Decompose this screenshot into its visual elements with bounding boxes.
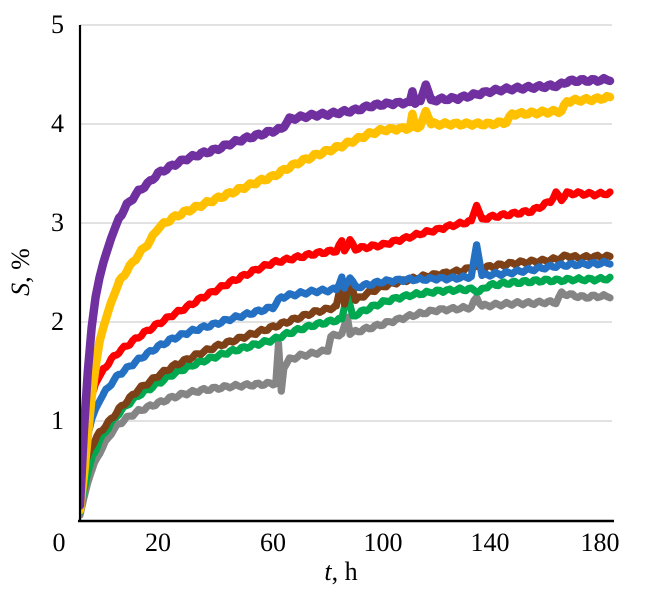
series-purple — [79, 73, 615, 510]
series-yellow — [79, 91, 615, 515]
x-tick-label-180: 180 — [580, 528, 620, 557]
y-tick-label-5: 5 — [51, 10, 64, 39]
x-axis-unit: , h — [331, 557, 358, 586]
y-tick-label-1: 1 — [51, 406, 64, 435]
y-axis-unit: , % — [6, 248, 35, 283]
series-green — [79, 273, 614, 516]
series-red — [79, 188, 614, 494]
y-tick-label-2: 2 — [51, 307, 64, 336]
series-group — [79, 73, 615, 519]
y-axis-variable: S — [6, 282, 35, 296]
x-tick-label-0: 0 — [52, 528, 66, 557]
y-tick-label-3: 3 — [51, 208, 64, 237]
y-tick-label-4: 4 — [51, 109, 64, 138]
series-gray — [79, 288, 614, 519]
x-tick-label-140: 140 — [470, 528, 510, 557]
x-tick-label-20: 20 — [145, 528, 171, 557]
x-tick-label-60: 60 — [260, 528, 286, 557]
x-tick-label-100: 100 — [363, 528, 403, 557]
series-blue — [79, 241, 614, 499]
x-axis-title: t, h — [324, 557, 357, 587]
y-axis-title: S, % — [6, 248, 36, 296]
x-axis-variable: t — [324, 557, 332, 586]
